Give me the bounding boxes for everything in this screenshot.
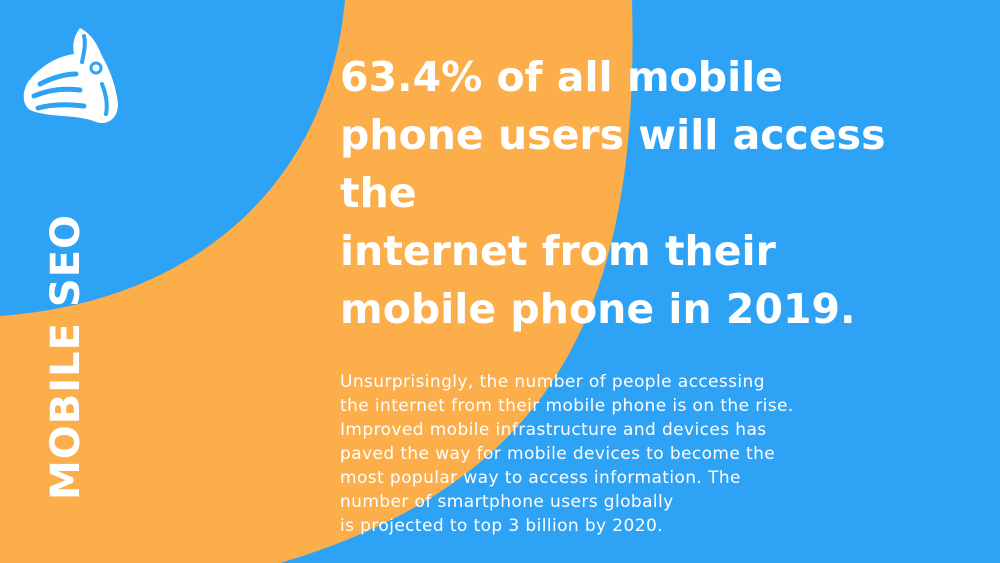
zebra-head-icon <box>23 28 118 124</box>
body-line: Unsurprisingly, the number of people acc… <box>340 372 765 392</box>
body-line: the internet from their mobile phone is … <box>340 396 794 416</box>
body-line: number of smartphone users globally <box>340 492 674 512</box>
headline-line: phone users will access <box>340 111 886 159</box>
headline-line: mobile phone in 2019. <box>340 285 856 333</box>
body-line: is projected to top 3 billion by 2020. <box>340 516 663 536</box>
headline-line: internet from their <box>340 227 776 275</box>
body-line: Improved mobile infrastructure and devic… <box>340 420 767 440</box>
side-title: MOBILE SEO <box>43 213 89 500</box>
headline-line: the <box>340 169 417 217</box>
headline: 63.4% of all mobile phone users will acc… <box>340 48 980 338</box>
body-line: paved the way for mobile devices to beco… <box>340 444 776 464</box>
headline-line: 63.4% of all mobile <box>340 53 783 101</box>
body-line: most popular way to access information. … <box>340 468 741 488</box>
body-paragraph: Unsurprisingly, the number of people acc… <box>340 370 980 538</box>
